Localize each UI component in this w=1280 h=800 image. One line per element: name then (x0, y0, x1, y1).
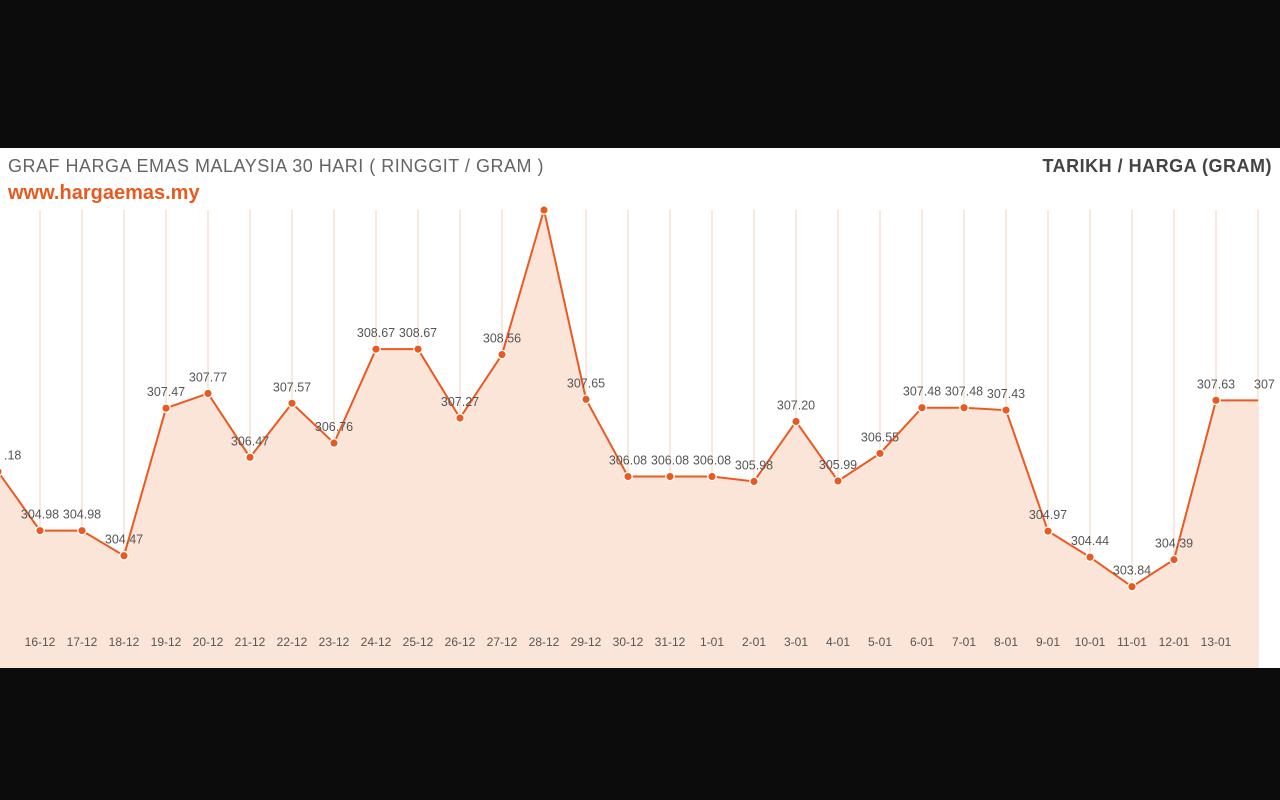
data-point (834, 477, 842, 485)
value-label: 304.98 (21, 508, 59, 522)
xaxis-label: 26-12 (445, 635, 476, 649)
value-label: 304.97 (1029, 508, 1067, 522)
xaxis-label: 30-12 (613, 635, 644, 649)
value-label: 308.67 (399, 326, 437, 340)
data-point (120, 552, 128, 560)
data-point (1128, 582, 1136, 590)
value-label: 306.55 (861, 430, 899, 444)
svg-text:.18: .18 (4, 449, 21, 463)
xaxis-label: 13-01 (1201, 635, 1232, 649)
value-label: 307.27 (441, 395, 479, 409)
xaxis-label: 28-12 (529, 635, 560, 649)
xaxis-label: 6-01 (910, 635, 934, 649)
chart-title-right: TARIKH / HARGA (GRAM) (1043, 156, 1272, 177)
xaxis-label: 29-12 (571, 635, 602, 649)
xaxis-label: 27-12 (487, 635, 518, 649)
value-label: 307.48 (903, 385, 941, 399)
value-label: 303.84 (1113, 564, 1151, 578)
data-point (918, 403, 926, 411)
xaxis-label: 5-01 (868, 635, 892, 649)
data-point (582, 395, 590, 403)
value-label: 307.48 (945, 385, 983, 399)
xaxis-label: 2-01 (742, 635, 766, 649)
value-label: 304.44 (1071, 534, 1109, 548)
line-chart: 304.98 304.98 304.47 307.47 307.77 306.47 307.… (0, 148, 1280, 668)
data-point (666, 472, 674, 480)
data-point (1170, 555, 1178, 563)
xaxis-label: 3-01 (784, 635, 808, 649)
data-point (750, 477, 758, 485)
data-point (498, 350, 506, 358)
value-label: 306.08 (609, 454, 647, 468)
xaxis-label: 23-12 (319, 635, 350, 649)
svg-text:307: 307 (1254, 377, 1275, 391)
xaxis-label: 9-01 (1036, 635, 1060, 649)
value-label: 307.20 (777, 398, 815, 412)
xaxis-label: 20-12 (193, 635, 224, 649)
value-label: 306.08 (693, 454, 731, 468)
xaxis-label: 8-01 (994, 635, 1018, 649)
value-label: 306.08 (651, 454, 689, 468)
data-point (36, 526, 44, 534)
source-url: www.hargaemas.my (8, 182, 200, 205)
value-label: 307.57 (273, 380, 311, 394)
xaxis-label: 22-12 (277, 635, 308, 649)
value-label: 307.47 (147, 385, 185, 399)
data-point (876, 449, 884, 457)
data-point (246, 453, 254, 461)
chart-title-left: GRAF HARGA EMAS MALAYSIA 30 HARI ( RINGG… (8, 156, 544, 177)
value-label: 305.98 (735, 458, 773, 472)
data-point (288, 399, 296, 407)
xaxis-label: 25-12 (403, 635, 434, 649)
xaxis-label: 18-12 (109, 635, 140, 649)
xaxis-label: 16-12 (25, 635, 56, 649)
xaxis-label: 12-01 (1159, 635, 1190, 649)
value-label: 308.56 (483, 332, 521, 346)
xaxis-label: 4-01 (826, 635, 850, 649)
xaxis-label: 31-12 (655, 635, 686, 649)
data-point (414, 345, 422, 353)
data-point (624, 472, 632, 480)
value-label: 306.47 (231, 434, 269, 448)
value-label: 307.43 (987, 387, 1025, 401)
chart-container: GRAF HARGA EMAS MALAYSIA 30 HARI ( RINGG… (0, 148, 1280, 668)
xaxis-label: 21-12 (235, 635, 266, 649)
data-point (1044, 527, 1052, 535)
value-label: 304.98 (63, 508, 101, 522)
value-label: 304.39 (1155, 537, 1193, 551)
data-point (1002, 406, 1010, 414)
data-point (1086, 553, 1094, 561)
xaxis-label: 24-12 (361, 635, 392, 649)
data-point (708, 472, 716, 480)
value-label: 307.77 (189, 370, 227, 384)
data-point (456, 414, 464, 422)
data-point (792, 417, 800, 425)
data-point (960, 403, 968, 411)
value-label: 306.76 (315, 420, 353, 434)
value-label: 308.67 (357, 326, 395, 340)
xaxis-label: 11-01 (1117, 635, 1147, 649)
data-point (330, 439, 338, 447)
xaxis-label: 17-12 (67, 635, 98, 649)
xaxis-label: 1-01 (700, 635, 724, 649)
data-point (1212, 396, 1220, 404)
value-label: 305.99 (819, 458, 857, 472)
xaxis-label: 19-12 (151, 635, 182, 649)
value-label: 307.63 (1197, 377, 1235, 391)
xaxis-label: 10-01 (1075, 635, 1106, 649)
value-label: 304.47 (105, 533, 143, 547)
data-point (162, 404, 170, 412)
value-label: 307.65 (567, 376, 605, 390)
data-point (78, 526, 86, 534)
data-point (540, 206, 548, 214)
data-point (204, 389, 212, 397)
data-point (372, 345, 380, 353)
xaxis-label: 7-01 (952, 635, 976, 649)
